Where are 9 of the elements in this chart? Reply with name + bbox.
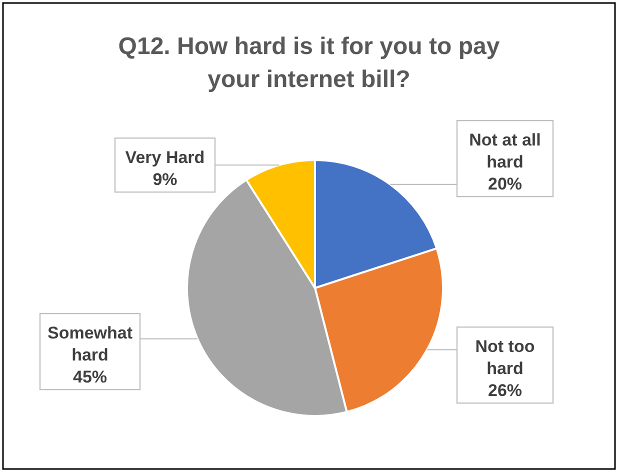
chart-title: Q12. How hard is it for you to pay your internet bill?: [118, 33, 500, 93]
slice-label: Not at all hard: [469, 130, 541, 172]
slice-label: Not too hard: [475, 337, 535, 378]
data-label: 26%: [488, 381, 522, 400]
data-label: 20%: [488, 174, 522, 194]
slice-label: Somewhat hard: [47, 324, 133, 365]
slice-label: Very Hard: [125, 148, 205, 168]
data-label: 9%: [152, 170, 178, 190]
data-label: 45%: [72, 368, 108, 387]
